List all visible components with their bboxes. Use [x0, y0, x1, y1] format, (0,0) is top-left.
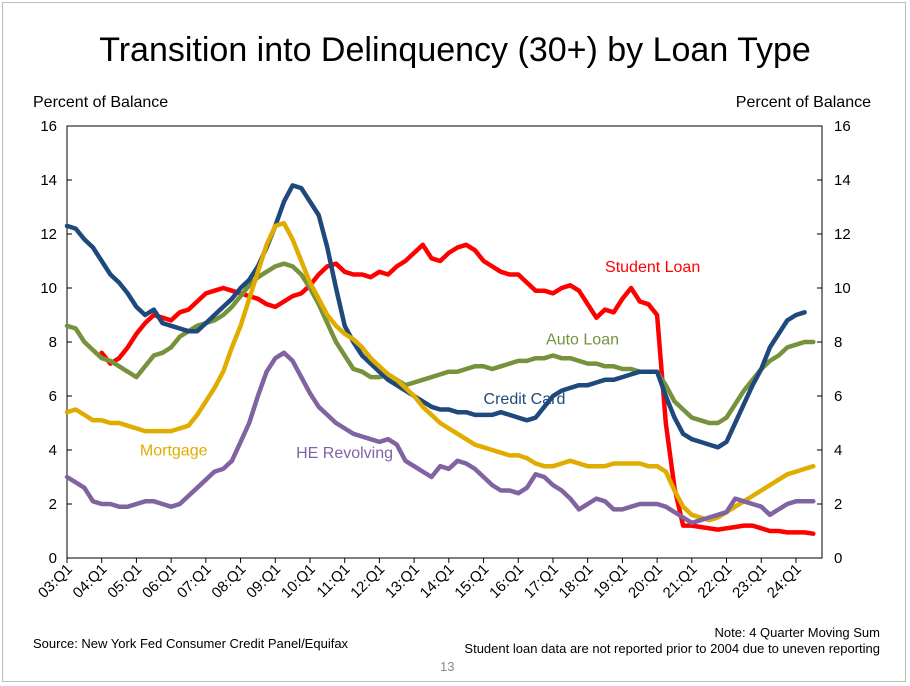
x-tick-label: 18:Q1: [556, 561, 597, 602]
series-label-mortgage: Mortgage: [140, 442, 208, 459]
series-line-auto-loan: [64, 261, 816, 426]
x-tick-label: 09:Q1: [243, 561, 284, 602]
x-tick-label: 19:Q1: [590, 561, 631, 602]
y-tick-label-left: 8: [49, 334, 57, 351]
x-tick-label: 15:Q1: [451, 561, 492, 602]
x-tick-label: 07:Q1: [174, 561, 215, 602]
series-label-student-loan: Student Loan: [605, 259, 700, 276]
y-tick-label-right: 4: [834, 442, 842, 459]
x-tick-label: 06:Q1: [139, 561, 180, 602]
y-tick-label-left: 14: [40, 172, 57, 189]
series-line-mortgage: [64, 220, 816, 523]
source-note: Source: New York Fed Consumer Credit Pan…: [33, 636, 349, 651]
x-tick-label: 05:Q1: [104, 561, 145, 602]
y-tick-label-left: 6: [49, 388, 57, 405]
y-tick-label-left: 16: [40, 118, 57, 135]
plot-area-border: [66, 125, 823, 559]
y-tick-label-right: 14: [834, 172, 851, 189]
x-tick-label: 20:Q1: [625, 561, 666, 602]
series-label-auto-loan: Auto Loan: [546, 332, 619, 349]
y-tick-label-right: 0: [834, 550, 842, 567]
x-tick-label: 13:Q1: [382, 561, 423, 602]
x-tick-label: 11:Q1: [313, 561, 353, 601]
series-line-student-loan: [99, 242, 816, 536]
y-tick-label-right: 2: [834, 496, 842, 513]
chart-annotations: Student Loan Auto Loan Credit Card Mortgage…: [140, 259, 700, 462]
moving-sum-note: Note: 4 Quarter Moving Sum: [714, 625, 880, 640]
x-tick-label: 12:Q1: [347, 561, 388, 602]
y-tick-label-left: 10: [40, 280, 57, 297]
y-tick-label-right: 8: [834, 334, 842, 351]
x-tick-label: 08:Q1: [208, 561, 249, 602]
series-line-he-revolving: [64, 350, 816, 526]
student-loan-note: Student loan data are not reported prior…: [464, 641, 880, 656]
y-tick-label-left: 4: [49, 442, 57, 459]
page-number: 13: [440, 659, 455, 674]
y-axis-label-left: Percent of Balance: [33, 94, 169, 111]
series-label-he-revolving: HE Revolving: [296, 445, 393, 462]
y-tick-label-left: 2: [49, 496, 57, 513]
series-line-credit-card: [64, 183, 807, 450]
y-tick-label-right: 16: [834, 118, 851, 135]
series-label-credit-card: Credit Card: [484, 391, 566, 408]
x-tick-label: 17:Q1: [521, 561, 562, 602]
x-tick-label: 10:Q1: [278, 561, 319, 602]
x-tick-label: 21:Q1: [660, 561, 701, 602]
chart-title: Transition into Delinquency (30+) by Loa…: [99, 31, 811, 69]
y-axis-label-right: Percent of Balance: [735, 94, 871, 111]
y-tick-label-right: 12: [834, 226, 851, 243]
x-tick-label: 22:Q1: [694, 561, 735, 602]
x-tick-label: 23:Q1: [729, 561, 770, 602]
x-tick-label: 24:Q1: [764, 561, 805, 602]
x-tick-label: 04:Q1: [70, 561, 111, 602]
y-tick-label-left: 0: [49, 550, 57, 567]
y-tick-label-right: 6: [834, 388, 842, 405]
y-tick-label-right: 10: [834, 280, 851, 297]
x-tick-label: 14:Q1: [417, 561, 458, 602]
x-tick-label: 16:Q1: [486, 561, 527, 602]
y-tick-label-left: 12: [40, 226, 57, 243]
chart-series: [64, 183, 816, 536]
